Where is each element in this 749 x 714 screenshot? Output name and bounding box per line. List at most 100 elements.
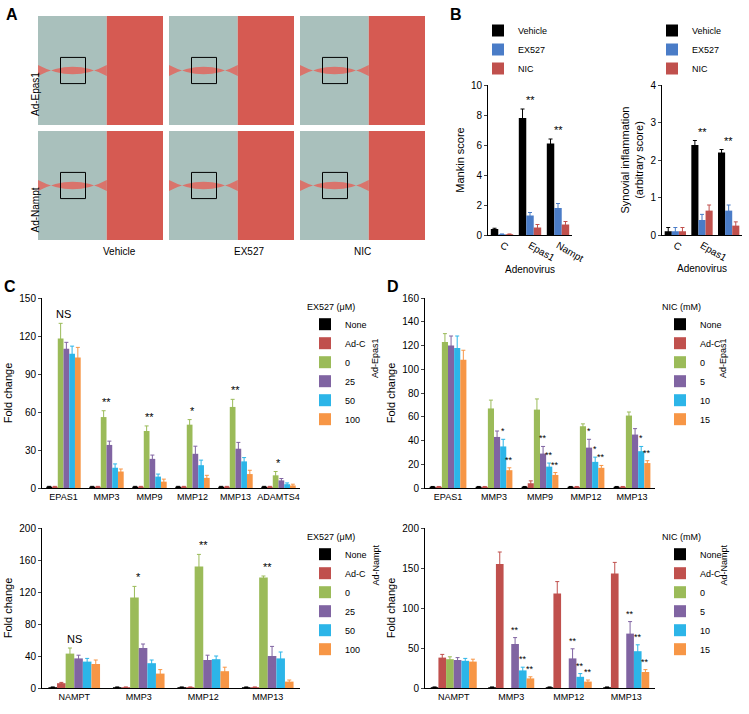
svg-text:Ad-C: Ad-C <box>700 569 721 579</box>
svg-text:40: 40 <box>25 651 37 662</box>
svg-text:0: 0 <box>700 358 705 368</box>
svg-text:Ad-C: Ad-C <box>345 569 366 579</box>
svg-text:*: * <box>587 426 591 436</box>
svg-text:B: B <box>450 6 462 23</box>
svg-text:MMP13: MMP13 <box>611 692 642 702</box>
svg-text:MMP3: MMP3 <box>93 492 119 502</box>
svg-text:200: 200 <box>402 523 419 534</box>
svg-text:**: ** <box>511 625 519 635</box>
svg-text:8: 8 <box>476 110 482 121</box>
svg-text:D: D <box>387 278 399 295</box>
svg-text:*: * <box>501 426 505 436</box>
svg-text:**: ** <box>554 124 563 136</box>
svg-text:80: 80 <box>408 388 420 399</box>
svg-text:MMP13: MMP13 <box>252 692 283 702</box>
svg-text:MMP3: MMP3 <box>481 492 507 502</box>
svg-text:0: 0 <box>650 230 656 241</box>
svg-text:120: 120 <box>402 340 419 351</box>
svg-text:None: None <box>345 320 367 330</box>
svg-text:**: ** <box>551 460 559 470</box>
svg-text:MMP9: MMP9 <box>136 492 162 502</box>
svg-text:NIC: NIC <box>692 64 708 74</box>
svg-text:EPAS1: EPAS1 <box>434 492 462 502</box>
svg-text:25: 25 <box>345 607 355 617</box>
svg-text:0: 0 <box>413 683 419 694</box>
svg-text:4: 4 <box>476 170 482 181</box>
svg-text:15: 15 <box>700 645 710 655</box>
svg-text:60: 60 <box>408 411 420 422</box>
svg-text:**: ** <box>643 448 651 458</box>
svg-text:**: ** <box>102 396 111 408</box>
svg-text:**: ** <box>519 654 527 664</box>
svg-text:0: 0 <box>345 588 350 598</box>
svg-text:NIC (mM): NIC (mM) <box>662 532 701 542</box>
svg-text:EX527 (μM): EX527 (μM) <box>307 532 355 542</box>
svg-text:Synovial inflammation(arbitrar: Synovial inflammation(arbitrary score) <box>619 107 645 214</box>
svg-text:Ad-C: Ad-C <box>700 339 721 349</box>
svg-text:**: ** <box>597 452 605 462</box>
svg-text:Adenovirus: Adenovirus <box>505 264 555 275</box>
svg-text:3: 3 <box>650 117 656 128</box>
svg-text:Ad-Nampt: Ad-Nampt <box>371 544 381 585</box>
svg-text:EX527: EX527 <box>234 246 264 257</box>
svg-text:EX527: EX527 <box>518 45 545 55</box>
svg-text:NS: NS <box>67 633 82 645</box>
svg-text:EX527: EX527 <box>692 45 719 55</box>
svg-text:None: None <box>700 320 722 330</box>
svg-text:50: 50 <box>408 643 420 654</box>
svg-text:EX527 (μM): EX527 (μM) <box>307 302 355 312</box>
svg-text:**: ** <box>569 636 577 646</box>
svg-text:A: A <box>6 6 18 23</box>
svg-text:EPAS1: EPAS1 <box>49 492 77 502</box>
svg-text:100: 100 <box>345 415 360 425</box>
svg-text:NIC (mM): NIC (mM) <box>662 302 701 312</box>
svg-text:Fold change: Fold change <box>2 363 14 424</box>
svg-text:0: 0 <box>30 683 36 694</box>
svg-text:MMP13: MMP13 <box>220 492 251 502</box>
svg-text:200: 200 <box>19 523 36 534</box>
svg-text:C: C <box>499 240 511 253</box>
svg-text:120: 120 <box>19 587 36 598</box>
svg-text:0: 0 <box>476 230 482 241</box>
svg-text:None: None <box>345 550 367 560</box>
svg-text:5: 5 <box>700 377 705 387</box>
svg-text:50: 50 <box>345 396 355 406</box>
svg-text:MMP3: MMP3 <box>498 692 524 702</box>
svg-text:**: ** <box>505 455 513 465</box>
svg-text:0: 0 <box>345 358 350 368</box>
svg-text:40: 40 <box>408 435 420 446</box>
svg-text:Vehicle: Vehicle <box>518 26 547 36</box>
svg-text:120: 120 <box>19 331 36 342</box>
svg-text:**: ** <box>263 561 272 573</box>
svg-text:**: ** <box>724 135 733 147</box>
svg-text:NIC: NIC <box>354 246 371 257</box>
svg-text:Ad-Epas1: Ad-Epas1 <box>718 338 728 378</box>
svg-text:Ad-Epas1: Ad-Epas1 <box>370 338 380 378</box>
svg-text:*: * <box>593 444 597 454</box>
svg-text:Epas1: Epas1 <box>699 240 729 264</box>
svg-text:Adenovirus: Adenovirus <box>677 263 727 274</box>
svg-text:10: 10 <box>700 396 710 406</box>
svg-text:Epas1: Epas1 <box>527 240 557 264</box>
svg-text:C: C <box>672 240 684 253</box>
svg-text:**: ** <box>199 539 208 551</box>
svg-text:**: ** <box>584 667 592 677</box>
svg-text:20: 20 <box>408 459 420 470</box>
svg-text:*: * <box>639 433 643 443</box>
svg-text:1: 1 <box>650 192 656 203</box>
svg-text:**: ** <box>526 94 535 106</box>
svg-text:MMP9: MMP9 <box>527 492 553 502</box>
svg-text:60: 60 <box>25 407 37 418</box>
svg-text:Ad-Epas1: Ad-Epas1 <box>30 72 41 116</box>
svg-text:160: 160 <box>402 293 419 304</box>
svg-text:Ad-Nampt: Ad-Nampt <box>719 544 729 585</box>
svg-text:**: ** <box>641 657 649 667</box>
svg-text:6: 6 <box>476 140 482 151</box>
svg-text:**: ** <box>526 664 534 674</box>
svg-text:15: 15 <box>700 415 710 425</box>
svg-text:150: 150 <box>402 563 419 574</box>
svg-text:50: 50 <box>345 626 355 636</box>
svg-text:None: None <box>700 550 722 560</box>
svg-text:**: ** <box>231 384 240 396</box>
svg-text:150: 150 <box>19 293 36 304</box>
